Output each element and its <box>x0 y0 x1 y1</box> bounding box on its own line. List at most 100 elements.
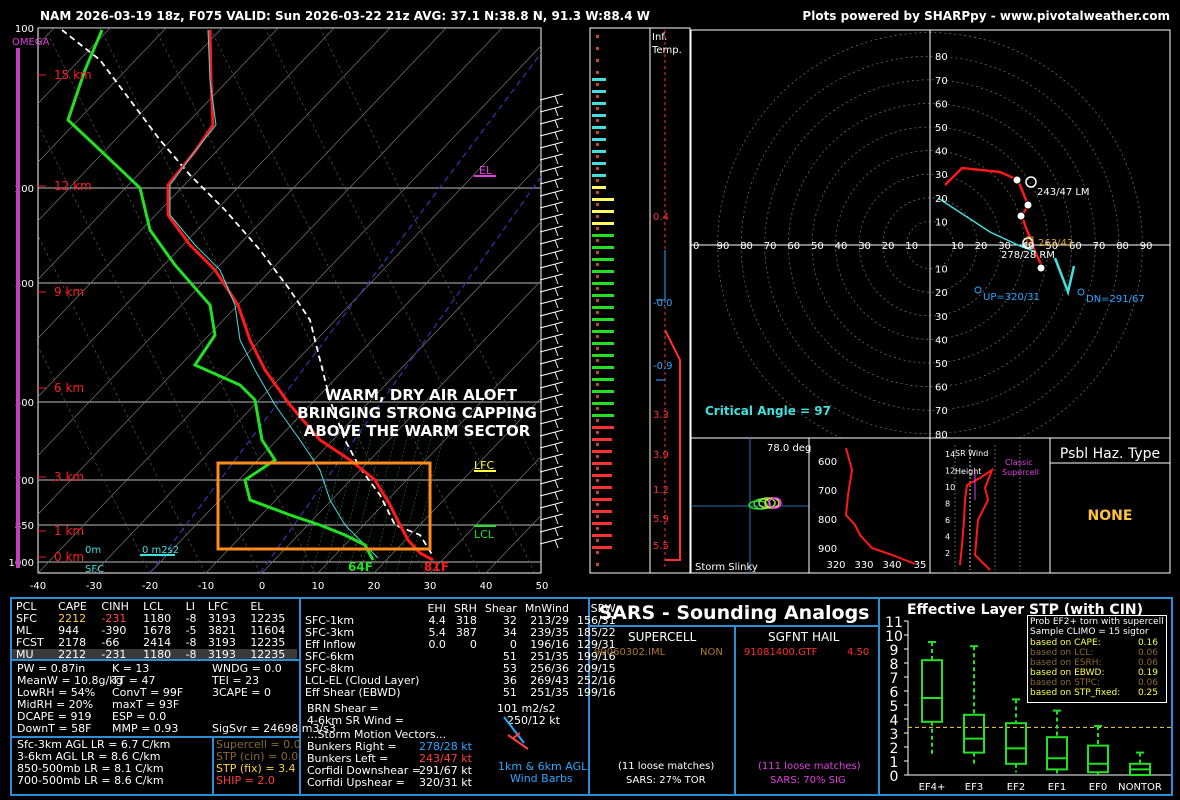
theta-dot <box>596 215 599 218</box>
stp-box <box>921 659 943 723</box>
kinematics-row: LCL-EL (Cloud Layer) 36 269/43 252/16 <box>301 675 620 687</box>
kinematics-row: Eff Inflow 0.0 0 0 196/16 129/31 <box>301 639 620 651</box>
inference-value: -0.0 <box>653 298 673 309</box>
parcel-cell: 2178 <box>58 636 87 649</box>
wind-barb <box>539 165 564 173</box>
wind-barb-flag <box>554 491 559 501</box>
stp-fix: STP (fix) = 3.4 <box>216 762 296 775</box>
temp-tick: -20 <box>142 581 158 592</box>
kinematics-cell: 251/35 <box>530 686 569 699</box>
theta-dot <box>596 479 599 482</box>
wind-barb-flag <box>554 215 559 225</box>
sfc-dewpoint-label: 64F <box>348 560 373 574</box>
wind-barb <box>539 201 564 209</box>
parcel-cell: -5 <box>185 624 197 637</box>
isotherm-line <box>205 221 541 573</box>
isotherm-line <box>93 104 541 573</box>
height-tick: 0 km <box>54 550 84 564</box>
wind-barb <box>539 345 564 353</box>
stp-legend: Prob EF2+ torn with supercell Sample CLI… <box>1027 615 1167 703</box>
temp-label: Temp. <box>651 45 682 56</box>
hail-header: SGFNT HAIL <box>768 630 840 644</box>
isotherm-line <box>598 28 1118 573</box>
supercell-loose-matches: (11 loose matches) <box>618 761 715 772</box>
theta-bar <box>592 114 606 117</box>
wind-barb <box>539 477 564 485</box>
stp-legend-label: based on LCL: <box>1030 648 1094 658</box>
stp-y-tick: 9 <box>890 643 899 659</box>
stp-legend-value: 0.06 <box>1137 678 1158 688</box>
stp-x-label: EF0 <box>1089 782 1107 793</box>
theta-dot <box>596 359 599 362</box>
theta-dot <box>596 383 599 386</box>
stp-legend-label: based on ESRH: <box>1030 658 1102 668</box>
wind-barb <box>539 321 564 329</box>
corfidi-down-value: 291/67 kt <box>419 764 472 777</box>
temp-tick: 30 <box>424 581 437 592</box>
stp-y-tick: 8 <box>890 657 899 673</box>
indices-right: WNDG = 0.0 TEI = 23 3CAPE = 0 <box>212 663 282 735</box>
wind-barb-flag <box>554 227 559 237</box>
wind-barb-flag <box>554 479 559 489</box>
stp-legend-row: based on LCL: 0.06 <box>1030 648 1164 658</box>
parcel-cell: -66 <box>101 636 120 649</box>
theta-dot <box>596 227 599 230</box>
wind-barb-flag <box>554 179 559 189</box>
lfc-label: LFC <box>474 459 494 472</box>
index-line: 850-500mb LR = 8.1 C/km <box>17 762 164 775</box>
kinematics-cell <box>423 651 449 663</box>
theta-bar <box>592 78 606 81</box>
kinematics-cell: 32 <box>502 614 517 627</box>
wind-barb <box>539 129 564 137</box>
inference-value: 0.4 <box>653 212 669 223</box>
theta-dot <box>596 299 599 302</box>
inference-profile-red <box>664 329 681 561</box>
pressure-tick: 500 <box>15 398 34 409</box>
kinematics-header: MnWind <box>524 602 569 615</box>
kinematics-cell: 387 <box>455 626 477 639</box>
theta-dot <box>596 503 599 506</box>
lapse-rates: Sfc-3km AGL LR = 6.7 C/km 3-6km AGL LR = … <box>17 739 170 787</box>
kinematics-cell: SFC-1km <box>305 614 355 627</box>
wind-barb <box>539 333 564 341</box>
stp-legend-value: 0.06 <box>1137 648 1158 658</box>
index-line: MeanW = 10.8g/kg <box>17 674 123 687</box>
index-line: ESP = 0.0 <box>112 710 167 723</box>
kinematics-cell: 199/16 <box>576 650 616 663</box>
kinematics-cell: 36 <box>502 674 517 687</box>
kinematics-cell: 256/36 <box>530 662 569 675</box>
theta-dot <box>596 335 599 338</box>
kinematics-cell: 318 <box>455 614 477 627</box>
kinematics-cell <box>450 663 481 675</box>
stp-legend-row: based on ESRH: 0.06 <box>1030 658 1164 668</box>
theta-bar <box>592 198 614 201</box>
index-line: WNDG = 0.0 <box>212 662 282 675</box>
theta-bar <box>592 330 614 333</box>
index-line: MidRH = 20% <box>17 698 94 711</box>
wind-barb-flag <box>554 275 559 285</box>
parcel-row: FCST 2178 -66 2414 -8 3193 12235 <box>12 637 297 649</box>
bunkers-right-value: 278/28 kt <box>419 740 472 753</box>
theta-bar <box>592 306 614 309</box>
wind-barb-flag <box>554 419 559 429</box>
wind-barb <box>539 285 564 293</box>
theta-bar <box>592 354 614 357</box>
isotherm-line <box>542 28 1062 573</box>
stp-x-label: EF2 <box>1007 782 1025 793</box>
theta-dot <box>596 287 599 290</box>
theta-bar <box>592 510 612 513</box>
corfidi-down-label: Corfidi Downshear = <box>307 764 422 777</box>
inference-profile <box>656 250 666 381</box>
parcel-cell: -390 <box>101 624 127 637</box>
kinematics-cell <box>450 675 481 687</box>
wind-barb-flag <box>554 335 559 345</box>
theta-bar <box>592 438 612 441</box>
kinematics-header: Shear <box>484 602 517 615</box>
kinematics-cell: 129/31 <box>576 638 616 651</box>
stp-legend-label: based on CAPE: <box>1030 638 1101 648</box>
parcel-cell: SFC <box>16 612 37 625</box>
kinematics-cell <box>423 663 449 675</box>
theta-dot <box>596 167 599 170</box>
omega-bar <box>16 48 20 568</box>
theta-bar <box>592 246 614 249</box>
